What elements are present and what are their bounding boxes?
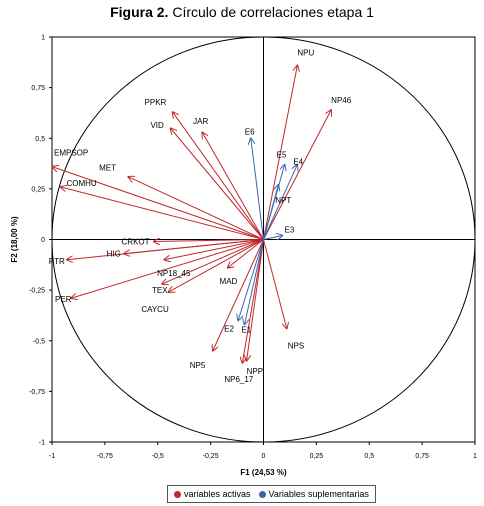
y-tick-label: -0,75 <box>29 389 45 396</box>
x-tick-label: -0,5 <box>152 453 164 460</box>
figure-caption: Círculo de correlaciones etapa 1 <box>172 4 374 20</box>
active-arrow-np46 <box>263 110 332 240</box>
variable-label-tex: TEX <box>152 286 168 295</box>
x-tick-label: 0,5 <box>364 453 374 460</box>
active-arrow-npp <box>247 239 264 362</box>
figure-number: Figura 2. <box>110 4 169 20</box>
active-arrow-empsop <box>52 167 264 240</box>
variable-label-ptr: PTR <box>49 257 65 266</box>
y-tick-label: -0,5 <box>33 338 45 345</box>
legend-label-active: variables activas <box>184 489 251 499</box>
active-arrow-jar <box>202 132 264 240</box>
active-arrow-per <box>71 239 264 299</box>
x-tick-label: -0,25 <box>203 453 219 460</box>
x-tick-label: -1 <box>49 453 55 460</box>
variable-label-per: PER <box>55 295 72 304</box>
active-arrow-ppkr <box>173 112 264 240</box>
y-axis-title: F2 (18,00 %) <box>10 216 19 263</box>
active-arrow-np18-45 <box>164 239 264 260</box>
variable-label-e4: E4 <box>293 158 303 167</box>
active-arrow-comhu <box>60 187 264 240</box>
x-tick-label: 1 <box>473 453 477 460</box>
y-tick-label: -0,25 <box>29 288 45 295</box>
variable-label-e3: E3 <box>285 225 295 234</box>
active-arrow-met <box>128 177 264 240</box>
supplementary-arrow-npt <box>263 185 279 240</box>
variable-label-e2: E2 <box>224 325 234 334</box>
variable-label-hig: HIG <box>107 250 121 259</box>
supplementary-arrow-e6 <box>251 138 264 240</box>
y-tick-label: 0,75 <box>31 85 45 92</box>
x-tick-label: 0,75 <box>415 453 429 460</box>
variable-label-npu: NPU <box>297 48 314 57</box>
supplementary-arrow-e4 <box>263 165 298 240</box>
y-tick-label: -1 <box>39 440 45 447</box>
variable-label-jar: JAR <box>193 117 208 126</box>
y-tick-label: 0,5 <box>35 136 45 143</box>
variable-label-met: MET <box>99 164 116 173</box>
variable-label-e1: E1 <box>241 326 251 335</box>
supplementary-arrow-e2 <box>238 239 264 321</box>
variable-label-crkot: CRKOT <box>122 238 150 247</box>
supplementary-arrow-e3 <box>263 235 283 239</box>
y-tick-label: 1 <box>41 35 45 42</box>
active-arrow-crkot <box>154 240 264 242</box>
active-arrow-mad <box>228 239 264 268</box>
active-arrow-ptr <box>67 239 264 260</box>
variable-label-np6-17: NP6_17 <box>224 375 253 384</box>
active-arrow-tex <box>162 239 264 285</box>
variable-label-empsop: EMPSOP <box>54 149 88 158</box>
legend-label-supplementary: Variables suplementarias <box>268 489 369 499</box>
active-arrow-nps <box>263 239 287 329</box>
variable-label-comhu: COMHU <box>66 179 96 188</box>
x-tick-label: 0,25 <box>310 453 324 460</box>
x-tick-label: -0,75 <box>97 453 113 460</box>
legend-marker-supplementary <box>258 490 266 498</box>
active-arrow-np5 <box>213 239 264 351</box>
variable-label-np46: NP46 <box>331 96 352 105</box>
supplementary-arrow-e1 <box>244 239 264 325</box>
active-arrow-caycu <box>168 239 264 293</box>
figure-title: Figura 2. Círculo de correlaciones etapa… <box>0 4 484 20</box>
variable-label-npp: NPP <box>247 367 263 376</box>
variable-label-caycu: CAYCU <box>141 305 169 314</box>
variable-label-npt: NPT <box>275 196 291 205</box>
legend-item-supplementary: Variables suplementarias <box>258 489 369 499</box>
variable-label-ppkr: PPKR <box>145 98 167 107</box>
x-tick-label: 0 <box>262 453 266 460</box>
legend-marker-active <box>174 490 181 498</box>
variable-label-vid: VID <box>150 121 164 130</box>
y-tick-label: 0 <box>41 237 45 244</box>
variable-label-e5: E5 <box>277 151 287 160</box>
chart-legend: variables activas Variables suplementari… <box>167 485 376 503</box>
variable-label-nps: NPS <box>288 342 304 351</box>
variable-label-np18-45: NP18_45 <box>157 269 191 278</box>
variable-label-np5: NP5 <box>190 361 206 370</box>
legend-item-active: variables activas <box>174 489 251 499</box>
active-arrow-vid <box>170 128 264 240</box>
variable-label-e6: E6 <box>245 127 255 136</box>
variable-label-mad: MAD <box>220 277 238 286</box>
x-axis-title: F1 (24,53 %) <box>240 468 287 477</box>
active-arrow-np6-17 <box>242 239 264 364</box>
y-tick-label: 0,25 <box>31 186 45 193</box>
active-arrow-npu <box>263 65 298 240</box>
